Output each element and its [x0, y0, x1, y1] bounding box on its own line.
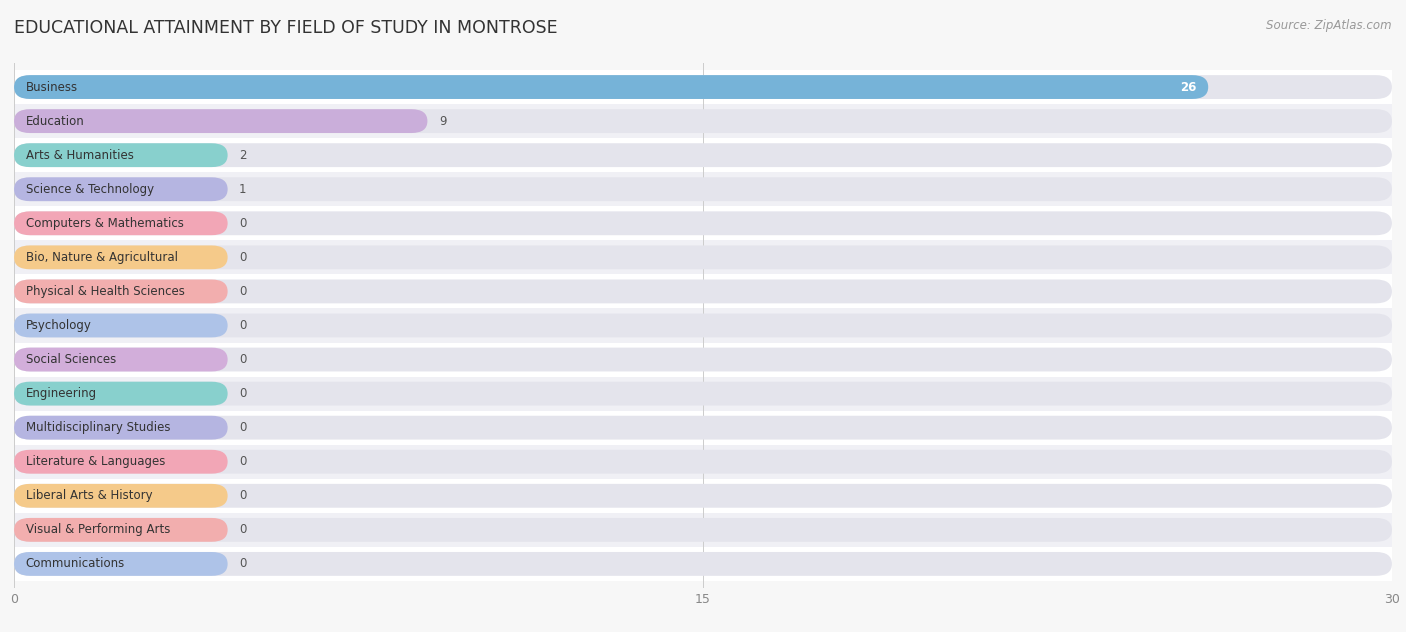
Text: EDUCATIONAL ATTAINMENT BY FIELD OF STUDY IN MONTROSE: EDUCATIONAL ATTAINMENT BY FIELD OF STUDY…	[14, 19, 558, 37]
FancyBboxPatch shape	[14, 109, 427, 133]
FancyBboxPatch shape	[14, 484, 1392, 507]
FancyBboxPatch shape	[14, 308, 1392, 343]
FancyBboxPatch shape	[14, 178, 1392, 201]
Text: Communications: Communications	[25, 557, 125, 571]
Text: Education: Education	[25, 114, 84, 128]
Text: 0: 0	[239, 489, 246, 502]
FancyBboxPatch shape	[14, 211, 1392, 235]
FancyBboxPatch shape	[14, 416, 228, 440]
Text: 0: 0	[239, 421, 246, 434]
FancyBboxPatch shape	[14, 343, 1392, 377]
Text: 2: 2	[239, 149, 246, 162]
FancyBboxPatch shape	[14, 240, 1392, 274]
FancyBboxPatch shape	[14, 445, 1392, 479]
FancyBboxPatch shape	[14, 104, 1392, 138]
FancyBboxPatch shape	[14, 518, 228, 542]
FancyBboxPatch shape	[14, 313, 228, 337]
FancyBboxPatch shape	[14, 143, 228, 167]
FancyBboxPatch shape	[14, 382, 228, 406]
Text: Multidisciplinary Studies: Multidisciplinary Studies	[25, 421, 170, 434]
FancyBboxPatch shape	[14, 245, 1392, 269]
FancyBboxPatch shape	[14, 245, 228, 269]
Text: 0: 0	[239, 285, 246, 298]
FancyBboxPatch shape	[14, 279, 1392, 303]
Text: 1: 1	[239, 183, 246, 196]
Text: 0: 0	[239, 217, 246, 230]
Text: 26: 26	[1181, 80, 1197, 94]
FancyBboxPatch shape	[14, 348, 1392, 372]
Text: 0: 0	[239, 319, 246, 332]
FancyBboxPatch shape	[14, 484, 228, 507]
Text: Source: ZipAtlas.com: Source: ZipAtlas.com	[1267, 19, 1392, 32]
FancyBboxPatch shape	[14, 138, 1392, 172]
FancyBboxPatch shape	[14, 450, 228, 473]
Text: 0: 0	[239, 387, 246, 400]
FancyBboxPatch shape	[14, 450, 1392, 473]
FancyBboxPatch shape	[14, 513, 1392, 547]
FancyBboxPatch shape	[14, 75, 1392, 99]
Text: Bio, Nature & Agricultural: Bio, Nature & Agricultural	[25, 251, 177, 264]
Text: Liberal Arts & History: Liberal Arts & History	[25, 489, 152, 502]
Text: 0: 0	[239, 523, 246, 537]
FancyBboxPatch shape	[14, 75, 1208, 99]
FancyBboxPatch shape	[14, 479, 1392, 513]
FancyBboxPatch shape	[14, 211, 228, 235]
FancyBboxPatch shape	[14, 274, 1392, 308]
Text: 0: 0	[239, 353, 246, 366]
FancyBboxPatch shape	[14, 552, 1392, 576]
Text: Engineering: Engineering	[25, 387, 97, 400]
Text: 9: 9	[439, 114, 447, 128]
FancyBboxPatch shape	[14, 416, 1392, 440]
FancyBboxPatch shape	[14, 552, 228, 576]
Text: 0: 0	[239, 251, 246, 264]
FancyBboxPatch shape	[14, 206, 1392, 240]
FancyBboxPatch shape	[14, 143, 1392, 167]
FancyBboxPatch shape	[14, 518, 1392, 542]
Text: Arts & Humanities: Arts & Humanities	[25, 149, 134, 162]
FancyBboxPatch shape	[14, 411, 1392, 445]
Text: Science & Technology: Science & Technology	[25, 183, 153, 196]
Text: Business: Business	[25, 80, 77, 94]
FancyBboxPatch shape	[14, 382, 1392, 406]
Text: 0: 0	[239, 455, 246, 468]
Text: Social Sciences: Social Sciences	[25, 353, 115, 366]
FancyBboxPatch shape	[14, 348, 228, 372]
Text: Computers & Mathematics: Computers & Mathematics	[25, 217, 183, 230]
FancyBboxPatch shape	[14, 178, 228, 201]
Text: Physical & Health Sciences: Physical & Health Sciences	[25, 285, 184, 298]
FancyBboxPatch shape	[14, 109, 1392, 133]
FancyBboxPatch shape	[14, 377, 1392, 411]
Text: Literature & Languages: Literature & Languages	[25, 455, 165, 468]
FancyBboxPatch shape	[14, 313, 1392, 337]
Text: Visual & Performing Arts: Visual & Performing Arts	[25, 523, 170, 537]
FancyBboxPatch shape	[14, 547, 1392, 581]
FancyBboxPatch shape	[14, 70, 1392, 104]
FancyBboxPatch shape	[14, 279, 228, 303]
Text: 0: 0	[239, 557, 246, 571]
FancyBboxPatch shape	[14, 172, 1392, 206]
Text: Psychology: Psychology	[25, 319, 91, 332]
